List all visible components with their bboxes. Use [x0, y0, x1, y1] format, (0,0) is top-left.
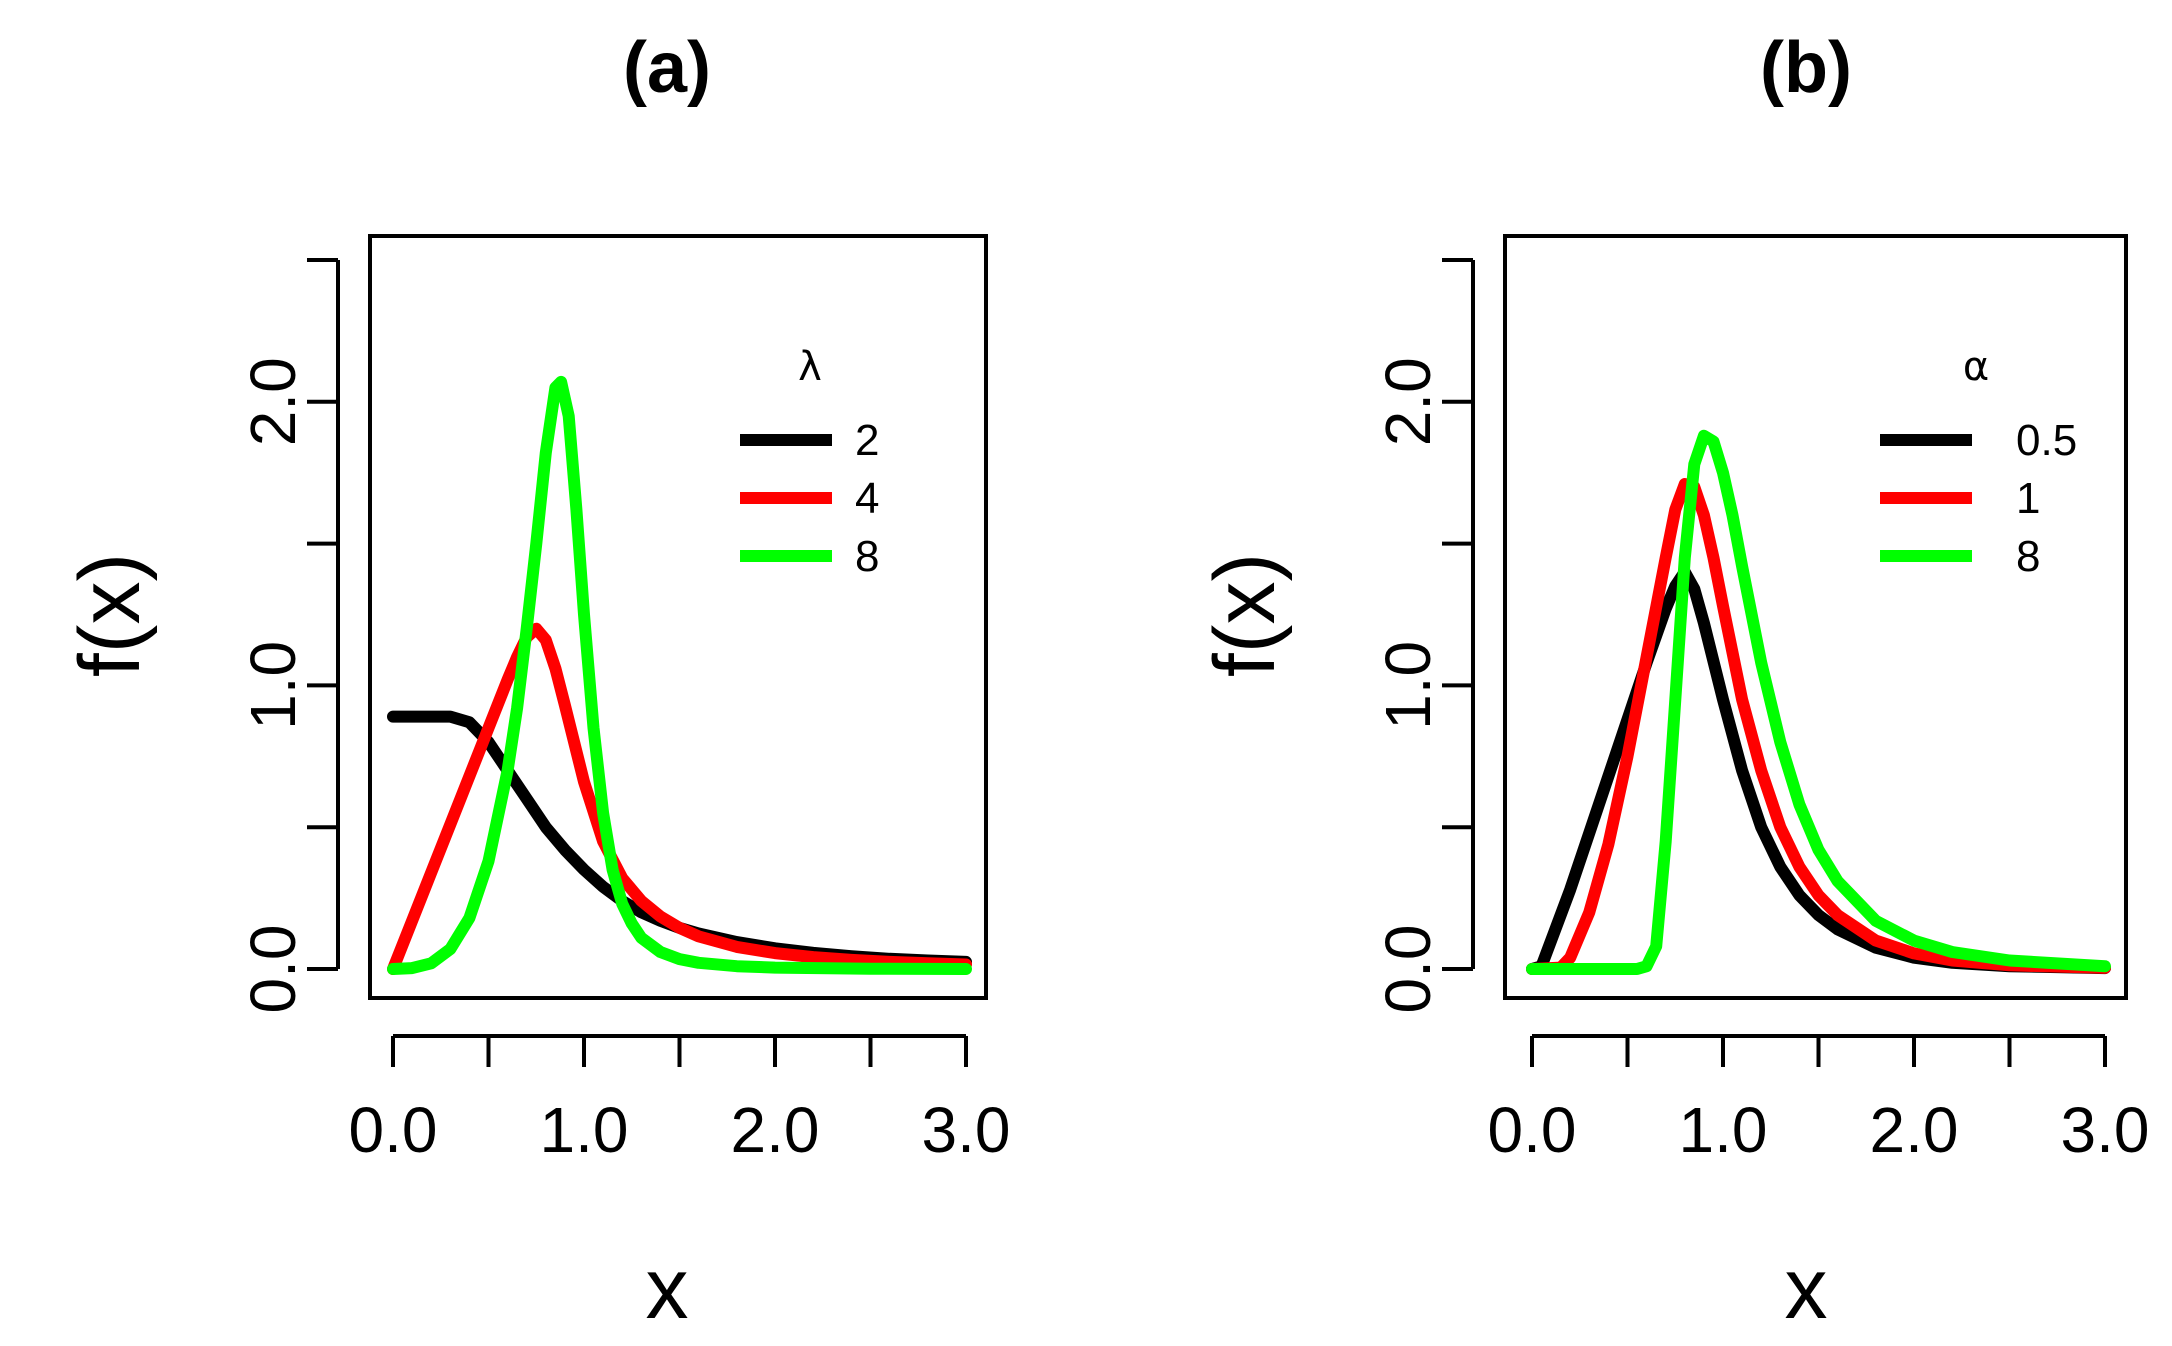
chart-panel-a: (a) 0.0 1.0 2.0 3.0 0.0 1.0 2.0 x f(x) λ2 4 8: [62, 28, 1010, 1337]
x-tick-label: 1.0: [1679, 1094, 1768, 1166]
legend: λ2 4 8: [740, 344, 879, 581]
y-axis-title: f(x): [1197, 553, 1293, 677]
x-tick-label: 2.0: [731, 1094, 820, 1166]
y-tick-label: 1.0: [1372, 641, 1444, 730]
x-tick-label: 0.0: [349, 1094, 438, 1166]
legend: α 0.5 1 8: [1880, 344, 2077, 581]
x-tick-label: 1.0: [540, 1094, 629, 1166]
y-axis-title: f(x): [62, 553, 158, 677]
series-line-4: [387, 622, 972, 975]
x-tick-label: 3.0: [922, 1094, 1011, 1166]
series-line-0.5: [1526, 566, 2111, 975]
legend-label: 0.5: [2016, 416, 2077, 465]
chart-title: (a): [623, 28, 711, 108]
legend-label: 8: [2016, 532, 2040, 581]
x-tick-label: 3.0: [2061, 1094, 2150, 1166]
legend-label: 1: [2016, 474, 2040, 523]
legend-label: 4: [855, 474, 879, 523]
y-tick-label: 1.0: [237, 641, 309, 730]
x-tick-label: 0.0: [1488, 1094, 1577, 1166]
x-tick-label: 2.0: [1870, 1094, 1959, 1166]
legend-label: 8: [855, 532, 879, 581]
y-tick-label: 2.0: [237, 357, 309, 446]
chart-panel-b: (b) 0.0 1.0 2.0 3.0 0.0 1.0 2.0 x f(x) α 0.5 1 8: [1197, 28, 2149, 1337]
legend-title: λ: [798, 344, 822, 390]
legend-label: 2: [855, 416, 879, 465]
plot-frame: [368, 234, 988, 1000]
series-line-1: [1526, 478, 2111, 975]
x-axis-title: x: [646, 1241, 689, 1337]
series-line-8: [387, 375, 972, 975]
x-axis-title: x: [1785, 1241, 1828, 1337]
chart-title: (b): [1760, 28, 1852, 108]
y-tick-label: 2.0: [1372, 357, 1444, 446]
y-tick-label: 0.0: [237, 925, 309, 1014]
plot-frame: [1503, 234, 2128, 1000]
y-tick-label: 0.0: [1372, 925, 1444, 1014]
series-line-8: [1526, 429, 2111, 975]
legend-title: α: [1963, 344, 1989, 390]
